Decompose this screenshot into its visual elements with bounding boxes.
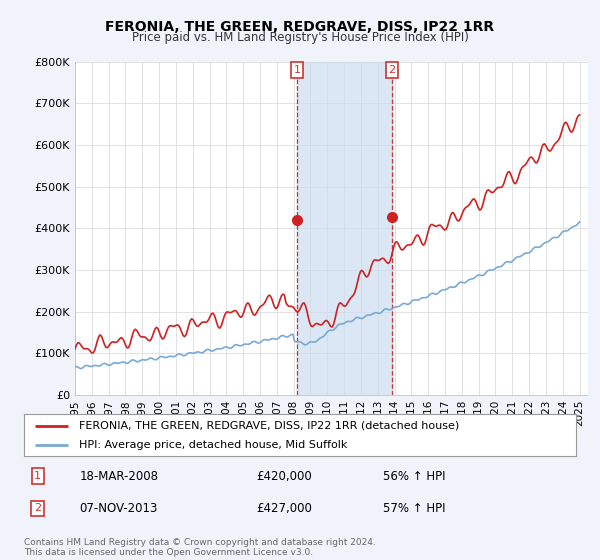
Text: 2: 2 [388,65,395,75]
Text: FERONIA, THE GREEN, REDGRAVE, DISS, IP22 1RR: FERONIA, THE GREEN, REDGRAVE, DISS, IP22… [106,20,494,34]
Text: Price paid vs. HM Land Registry's House Price Index (HPI): Price paid vs. HM Land Registry's House … [131,31,469,44]
Text: FERONIA, THE GREEN, REDGRAVE, DISS, IP22 1RR (detached house): FERONIA, THE GREEN, REDGRAVE, DISS, IP22… [79,421,460,431]
Text: 57% ↑ HPI: 57% ↑ HPI [383,502,445,515]
Text: 56% ↑ HPI: 56% ↑ HPI [383,470,445,483]
Bar [297,62,392,395]
Text: 1: 1 [34,471,41,481]
Text: HPI: Average price, detached house, Mid Suffolk: HPI: Average price, detached house, Mid … [79,440,347,450]
Text: 07-NOV-2013: 07-NOV-2013 [79,502,158,515]
Text: 18-MAR-2008: 18-MAR-2008 [79,470,158,483]
Text: £427,000: £427,000 [256,502,312,515]
Text: £420,000: £420,000 [256,470,311,483]
Text: 2: 2 [34,503,41,514]
Text: Contains HM Land Registry data © Crown copyright and database right 2024.
This d: Contains HM Land Registry data © Crown c… [24,538,376,557]
Text: 1: 1 [293,65,301,75]
